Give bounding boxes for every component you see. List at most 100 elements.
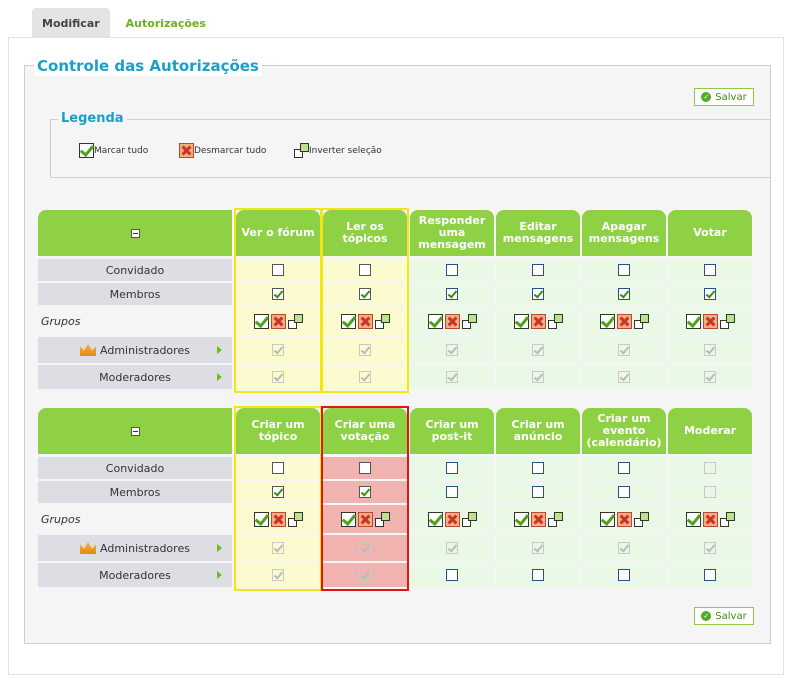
uncheck-all-icon[interactable] [616,511,632,527]
uncheck-all-icon[interactable] [444,511,460,527]
save-button-top[interactable]: ✓ Salvar [694,88,754,106]
save-button-bottom[interactable]: ✓ Salvar [694,607,754,625]
permission-cell [496,259,580,281]
permission-checkbox[interactable] [618,264,630,276]
check-all-icon[interactable] [340,313,356,329]
permission-checkbox[interactable] [359,462,371,474]
row-label-text: Membros [109,287,161,301]
check-all-icon[interactable] [685,511,701,527]
permission-checkbox[interactable] [272,462,284,474]
row-label-text: Administradores [100,541,190,555]
check-all-icon[interactable] [340,511,356,527]
legend-check-all-label: Marcar tudo [94,145,149,156]
invert-selection-icon[interactable] [374,313,390,329]
table1-column-header: Votar [668,210,752,256]
check-all-icon[interactable] [513,511,529,527]
row-label-mods[interactable]: Moderadores [38,365,232,389]
check-all-icon[interactable] [513,313,529,329]
invert-selection-icon[interactable] [719,313,735,329]
table2-toggle-header[interactable] [38,408,232,454]
permission-checkbox[interactable] [532,462,544,474]
permission-checkbox[interactable] [618,486,630,498]
legend-invert-label: Inverter seleção [309,145,382,156]
invert-selection-icon[interactable] [547,511,563,527]
check-all-icon[interactable] [599,313,615,329]
permission-checkbox[interactable] [272,486,284,498]
uncheck-all-icon[interactable] [616,313,632,329]
permission-checkbox[interactable] [618,569,630,581]
permission-checkbox [618,371,630,383]
invert-selection-icon[interactable] [547,313,563,329]
row-label-admins[interactable]: Administradores [38,337,232,363]
save-button-label: Salvar [715,91,747,103]
table2-column-header: Criar um evento (calendário) [582,408,666,454]
uncheck-all-icon[interactable] [444,313,460,329]
permission-checkbox[interactable] [446,462,458,474]
permission-checkbox[interactable] [532,264,544,276]
row-label-admins[interactable]: Administradores [38,535,232,561]
tab-modificar[interactable]: Modificar [32,8,110,38]
invert-selection-icon[interactable] [461,313,477,329]
invert-selection-icon[interactable] [374,511,390,527]
permission-checkbox [272,542,284,554]
permission-checkbox [359,371,371,383]
uncheck-all-icon[interactable] [357,313,373,329]
invert-selection-icon[interactable] [461,511,477,527]
permission-checkbox[interactable] [446,486,458,498]
check-all-icon[interactable] [685,313,701,329]
permission-checkbox[interactable] [532,569,544,581]
permission-cell [323,481,407,503]
permission-checkbox[interactable] [704,264,716,276]
expand-arrow-icon[interactable] [217,544,222,552]
invert-selection-icon[interactable] [633,313,649,329]
collapse-icon[interactable] [130,426,140,436]
permission-checkbox[interactable] [704,288,716,300]
check-all-icon[interactable] [599,511,615,527]
permission-checkbox[interactable] [532,486,544,498]
permission-checkbox[interactable] [618,462,630,474]
check-all-icon[interactable] [427,511,443,527]
row-label-text: Membros [109,485,161,499]
permission-checkbox[interactable] [272,288,284,300]
uncheck-all-icon[interactable] [530,313,546,329]
check-all-icon[interactable] [253,511,269,527]
permission-checkbox[interactable] [446,264,458,276]
permission-cell [410,481,494,503]
collapse-icon[interactable] [130,228,140,238]
permission-cell [496,505,580,533]
table1-toggle-header[interactable] [38,210,232,256]
row-label-mods[interactable]: Moderadores [38,563,232,587]
invert-selection-icon[interactable] [633,511,649,527]
uncheck-all-icon[interactable] [530,511,546,527]
permission-cell [410,505,494,533]
permission-checkbox [704,542,716,554]
uncheck-all-icon[interactable] [702,511,718,527]
permission-checkbox[interactable] [359,486,371,498]
invert-selection-icon[interactable] [719,511,735,527]
check-all-icon[interactable] [253,313,269,329]
permission-cell [323,283,407,305]
permission-checkbox[interactable] [359,288,371,300]
expand-arrow-icon[interactable] [217,373,222,381]
permission-checkbox[interactable] [532,288,544,300]
uncheck-all-icon[interactable] [270,511,286,527]
permission-checkbox[interactable] [446,288,458,300]
tab-autorizacoes[interactable]: Autorizações [125,16,206,30]
permission-checkbox[interactable] [272,264,284,276]
permission-checkbox[interactable] [704,569,716,581]
row-label-members: Membros [38,283,232,305]
check-all-icon[interactable] [427,313,443,329]
expand-arrow-icon[interactable] [217,346,222,354]
permission-checkbox[interactable] [618,288,630,300]
uncheck-all-icon[interactable] [270,313,286,329]
uncheck-all-icon[interactable] [702,313,718,329]
invert-selection-icon[interactable] [287,511,303,527]
permission-checkbox [359,542,371,554]
uncheck-all-icon[interactable] [357,511,373,527]
expand-arrow-icon[interactable] [217,571,222,579]
invert-selection-icon[interactable] [287,313,303,329]
permission-checkbox[interactable] [446,569,458,581]
permission-checkbox[interactable] [359,264,371,276]
row-label-text: Convidado [105,263,165,277]
permission-cell [236,365,320,389]
